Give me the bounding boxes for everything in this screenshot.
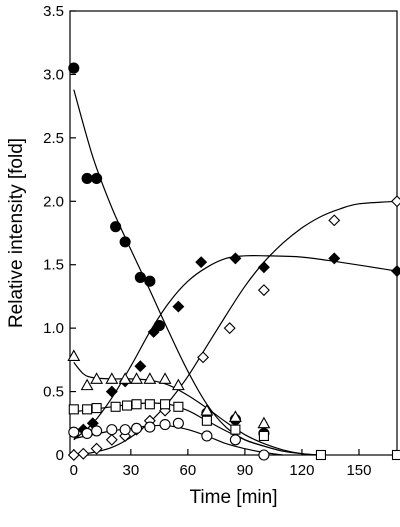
y-tick-label: 1.0 <box>43 320 64 337</box>
open-triangle-marker <box>90 372 104 384</box>
open-diamond-marker <box>328 214 341 227</box>
open-triangle-marker <box>105 372 119 384</box>
open-square-marker <box>121 400 133 411</box>
open-square-marker <box>144 399 155 410</box>
open-triangle-marker <box>143 372 157 384</box>
open-circle-fit-curve <box>73 424 283 456</box>
open-circle-marker <box>91 425 103 437</box>
filled-diamond-marker <box>134 360 147 373</box>
filled-circle-fit-curve <box>73 89 265 447</box>
filled-circle-marker <box>81 172 93 185</box>
open-diamond-marker <box>67 449 80 461</box>
filled-circle-marker <box>144 275 156 287</box>
filled-diamond-marker <box>195 256 208 269</box>
x-tick-label: 120 <box>289 462 314 479</box>
filled-circle-marker <box>68 62 80 74</box>
open-circle-marker <box>172 417 184 429</box>
open-diamond-marker <box>391 195 400 208</box>
plot-area <box>69 10 398 456</box>
y-tick-label: 2.0 <box>43 193 64 210</box>
open-square-marker <box>82 404 93 415</box>
open-square-marker <box>68 404 79 415</box>
open-square-marker <box>91 403 102 414</box>
open-diamond-marker <box>223 322 236 335</box>
open-square-marker <box>230 424 241 435</box>
filled-diamond-marker <box>328 252 341 265</box>
open-square-marker <box>173 401 184 412</box>
y-tick-label: 0.5 <box>43 384 64 401</box>
x-tick-label: 90 <box>237 462 254 479</box>
open-square-marker <box>391 449 400 461</box>
open-square-marker <box>315 449 327 461</box>
ticks: 0 0.5 1.0 1.5 2.0 2.5 3.0 3.5 0 30 60 90 120 150 <box>43 3 371 479</box>
open-diamond-marker <box>77 447 90 460</box>
filled-circle-marker <box>110 221 122 233</box>
y-tick-label: 1.5 <box>43 257 64 274</box>
open-circle-marker <box>119 424 131 436</box>
open-triangle-marker <box>158 372 172 384</box>
filled-diamond-marker <box>229 252 242 265</box>
open-diamond-marker <box>257 284 270 297</box>
open-circle-marker <box>130 422 143 434</box>
open-triangle-marker <box>80 378 94 391</box>
open-circle-marker <box>229 434 241 446</box>
open-circle-marker <box>258 449 270 461</box>
filled-circle-marker <box>119 236 131 248</box>
open-triangle-marker <box>228 410 242 422</box>
open-triangle-marker <box>130 372 143 384</box>
filled-circle-marker <box>134 271 146 283</box>
x-tick-label: 60 <box>180 462 197 479</box>
open-square-marker <box>110 401 121 412</box>
open-square-marker <box>160 399 171 410</box>
open-circle-marker <box>201 430 213 442</box>
y-tick-label: 3.5 <box>43 3 64 20</box>
open-diamond-marker <box>90 442 103 455</box>
open-diamond-marker <box>197 351 210 364</box>
open-diamond-marker <box>105 433 118 446</box>
open-square-marker <box>258 430 269 442</box>
y-tick-label: 0 <box>56 447 64 464</box>
x-tick-label: 30 <box>122 462 139 479</box>
x-tick-label: 150 <box>346 462 371 479</box>
fit-curves <box>73 89 398 456</box>
x-tick-label: 0 <box>70 462 78 479</box>
filled-circle-marker <box>153 320 165 332</box>
y-tick-label: 2.5 <box>43 130 64 147</box>
filled-diamond-marker <box>172 300 185 313</box>
y-axis-title: Relative intensity [fold] <box>6 138 27 328</box>
open-square-marker <box>201 415 212 426</box>
filled-diamond-marker <box>257 261 270 274</box>
open-circle-marker <box>159 419 171 431</box>
y-tick-label: 3.0 <box>43 66 64 83</box>
filled-diamond-marker <box>391 265 400 278</box>
filled-diamond-marker <box>147 325 160 338</box>
x-axis-title: Time [min] <box>190 487 278 508</box>
open-circle-marker <box>106 424 118 436</box>
open-square-marker <box>131 399 142 410</box>
open-circle-marker <box>68 426 80 438</box>
open-triangle-marker <box>118 372 132 384</box>
open-triangle-marker <box>257 416 271 429</box>
data-points <box>67 62 400 461</box>
open-triangle-marker <box>200 403 214 416</box>
filled-circle-marker <box>91 172 103 185</box>
open-triangle-marker <box>67 349 81 362</box>
open-circle-marker <box>144 421 156 433</box>
open-triangle-marker <box>171 378 185 391</box>
filled-diamond-marker <box>105 385 118 398</box>
open-circle-marker <box>81 427 93 439</box>
